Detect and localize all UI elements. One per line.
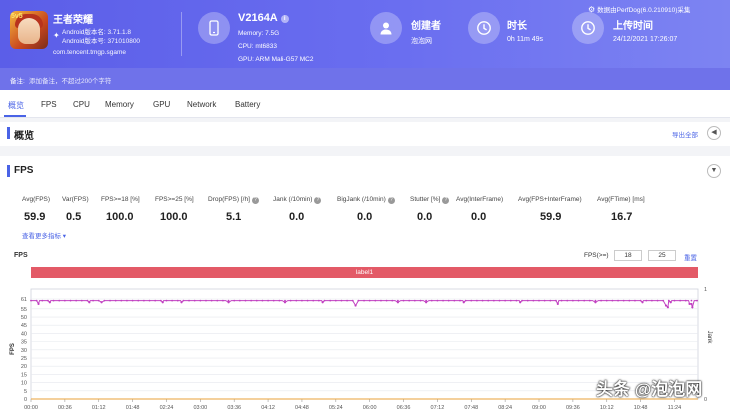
collapse-overview-button[interactable]: ◀ [707, 126, 721, 140]
stat-label: Avg(FPS+InterFrame) [518, 196, 582, 203]
device-gpu: GPU: ARM Mali-G57 MC2 [238, 56, 314, 63]
active-tab-indicator [4, 115, 26, 117]
threshold-input-2[interactable]: 25 [648, 250, 676, 261]
data-source-note: ⚙ 数据由PerfDog(6.0.210910)采集 [588, 4, 690, 14]
hero-face-shape [18, 18, 40, 44]
app-version-block: Android版本名: 3.71.1.8 Android版本号: 3710108… [53, 28, 140, 46]
help-icon[interactable]: ? [314, 197, 322, 204]
tab-cpu[interactable]: CPU [73, 100, 90, 109]
note-input[interactable]: 添加备注，不超过200个字符 [29, 78, 112, 85]
threshold-label: FPS(>=) [584, 252, 609, 259]
clock-icon [468, 12, 500, 44]
stat-label: Avg(FPS) [22, 196, 51, 203]
tab-memory[interactable]: Memory [105, 100, 134, 109]
reset-button[interactable]: 重置 [684, 255, 697, 262]
stat-label: Drop(FPS) [/h]? [208, 196, 259, 204]
stat-value: 0.0 [417, 211, 433, 223]
device-name: V2164A i [238, 12, 289, 24]
note-bar: 备注: 添加备注，不超过200个字符 [0, 68, 730, 90]
report-header: 5v5 王者荣耀 ✦ Android版本名: 3.71.1.8 Android版… [0, 0, 730, 68]
note-label: 备注: [10, 78, 25, 85]
stat-value: 0.0 [357, 211, 373, 223]
stat-value: 100.0 [106, 211, 134, 223]
stat-value: 16.7 [611, 211, 633, 223]
device-cpu: CPU: mt6833 [238, 43, 278, 50]
stat-label: Avg(InterFrame) [456, 196, 504, 203]
stat-value: 59.9 [24, 211, 46, 223]
user-icon [370, 12, 402, 44]
device-info-icon[interactable]: i [280, 15, 289, 23]
stat-label: FPS>=18 [%] [101, 196, 140, 203]
watermark-text: 头条 @泡泡网 [596, 380, 703, 399]
tab-network[interactable]: Network [187, 100, 217, 109]
upload-clock-icon [572, 12, 604, 44]
fps-section [0, 156, 730, 411]
app-version-name: Android版本名: 3.71.1.8 [62, 29, 132, 36]
show-more-metrics-link[interactable]: 查看更多指标 ▾ [22, 233, 67, 240]
duration-label: 时长 [507, 21, 527, 32]
stat-label: Jank (/10min)? [273, 196, 322, 204]
tab-fps[interactable]: FPS [41, 100, 57, 109]
upload-label: 上传时间 [613, 21, 653, 32]
duration-value: 0h 11m 49s [507, 36, 544, 43]
label-band[interactable]: label1 [31, 267, 698, 278]
app-icon: 5v5 [10, 11, 48, 49]
tab-overview[interactable]: 概览 [8, 101, 24, 110]
stat-value: 59.9 [540, 211, 562, 223]
stat-label: Avg(FTime) [ms] [597, 196, 645, 203]
app-version-code: Android版本号: 371010800 [62, 38, 141, 45]
threshold-input-1[interactable]: 18 [614, 250, 642, 261]
fps-title: FPS [14, 165, 34, 176]
stat-value: 0.5 [66, 211, 82, 223]
data-source-text: 数据由PerfDog(6.0.210910)采集 [597, 7, 691, 14]
tab-gpu[interactable]: GPU [153, 100, 171, 109]
device-name-text: V2164A [238, 12, 278, 24]
stat-label-text: BigJank (/10min) [337, 196, 386, 203]
tab-bar: 概览 FPS CPU Memory GPU Network Battery [0, 90, 730, 118]
android-icon: ✦ [53, 31, 60, 40]
upload-value: 24/12/2021 17:26:07 [613, 36, 678, 43]
stat-label-text: Drop(FPS) [/h] [208, 196, 250, 203]
tab-battery[interactable]: Battery [235, 100, 261, 109]
creator-value: 泡泡网 [411, 38, 432, 45]
app-name: 王者荣耀 [53, 15, 93, 26]
help-icon[interactable]: ? [442, 197, 450, 204]
header-divider [181, 12, 182, 56]
phone-icon [198, 12, 230, 44]
gear-icon: ⚙ [588, 5, 596, 14]
stat-label: Stutter [%]? [410, 196, 450, 204]
collapse-fps-button[interactable]: ▼ [707, 164, 721, 178]
stat-label: BigJank (/10min)? [337, 196, 395, 204]
stat-value: 0.0 [471, 211, 487, 223]
app-icon-tag: 5v5 [11, 13, 23, 20]
overview-title: 概览 [14, 131, 34, 142]
app-package: com.tencent.tmgp.sgame [53, 49, 126, 56]
stat-label-text: Stutter [%] [410, 196, 441, 203]
chart-label: FPS [14, 252, 28, 259]
stat-value: 100.0 [160, 211, 188, 223]
stat-label: FPS>=25 [%] [155, 196, 194, 203]
help-icon[interactable]: ? [387, 197, 395, 204]
help-icon[interactable]: ? [251, 197, 259, 204]
overview-section [0, 122, 730, 146]
export-all-link[interactable]: 导出全部 [672, 132, 698, 139]
stat-value: 5.1 [226, 211, 242, 223]
device-memory: Memory: 7.5G [238, 30, 280, 37]
stat-label-text: Jank (/10min) [273, 196, 313, 203]
overview-accent [7, 127, 10, 139]
fps-accent [7, 165, 10, 177]
creator-label: 创建者 [411, 21, 441, 32]
stat-label: Var(FPS) [62, 196, 89, 203]
stat-value: 0.0 [289, 211, 305, 223]
